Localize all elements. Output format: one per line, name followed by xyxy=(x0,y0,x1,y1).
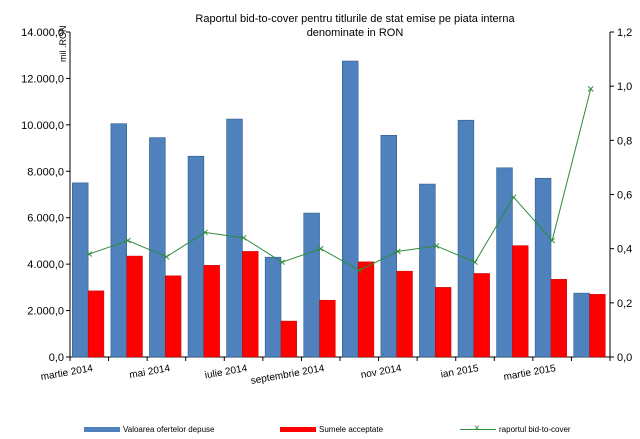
y2-tick-label: 0,8 xyxy=(617,135,632,147)
ratio-point xyxy=(86,251,93,257)
x-tick-label: ian 2015 xyxy=(440,363,480,381)
ratio-point xyxy=(433,243,440,249)
bar-offers xyxy=(187,155,205,358)
bar-accepted xyxy=(319,299,336,358)
title-line-0: Raportul bid-to-cover pentru titlurile d… xyxy=(195,13,515,25)
chart-title: Raportul bid-to-cover pentru titlurile d… xyxy=(195,13,515,39)
y-axis-right: 0,0 0,2 0,4 0,6 0,8 1,0 1,2 xyxy=(609,27,632,364)
ratio-point xyxy=(549,237,555,244)
legend-swatch-red xyxy=(280,427,316,432)
bar-offers xyxy=(573,292,590,358)
legend: Valoarea ofertelor depuse Sumele accepta… xyxy=(0,422,640,439)
y-tick-label: 2.000,0 xyxy=(27,306,64,318)
bar-offers xyxy=(419,183,436,358)
legend-item-ratio: raportul bid-to-cover xyxy=(460,422,571,436)
bar-accepted xyxy=(357,261,375,358)
y-tick-label: 0,0 xyxy=(49,352,64,364)
bar-offers xyxy=(342,60,359,358)
ratio-point xyxy=(163,253,170,260)
bar-accepted xyxy=(473,273,490,358)
bar-accepted xyxy=(550,279,568,358)
y-tick-label: 10.000,0 xyxy=(21,120,64,132)
x-tick-label: mai 2014 xyxy=(129,363,172,381)
y-tick-label: 8.000,0 xyxy=(27,166,64,178)
title-line-1: denominate in RON xyxy=(307,27,404,39)
y-axis-label: mil .RON xyxy=(58,26,68,63)
ratio-point xyxy=(356,267,363,274)
bar-accepted xyxy=(435,287,452,358)
bar-offers xyxy=(149,137,166,358)
ratio-point xyxy=(202,229,208,236)
bar-offers xyxy=(110,123,127,358)
y-axis-left: 0,0 2.000,0 4.000,0 6.000,0 8.000,0 10.000,0 1… xyxy=(21,27,71,364)
ratio-point xyxy=(125,237,131,244)
y-tick-label: 6.000,0 xyxy=(27,213,64,225)
x-axis: martie 2014 mai 2014 iulie 2014 septembrie … xyxy=(40,356,611,387)
bar-accepted xyxy=(203,265,220,358)
bar-accepted xyxy=(589,294,606,358)
bar-accepted xyxy=(165,275,182,358)
y2-tick-label: 1,2 xyxy=(617,27,632,39)
bar-accepted xyxy=(280,320,298,358)
bar-accepted xyxy=(242,251,259,358)
bar-offers xyxy=(457,119,475,358)
y2-tick-label: 0,6 xyxy=(617,190,632,202)
x-tick-label: septembrie 2014 xyxy=(250,363,326,387)
ratio-polyline xyxy=(89,88,592,271)
y2-tick-label: 0,0 xyxy=(617,352,632,364)
bar-accepted xyxy=(126,255,143,358)
ratio-point xyxy=(587,86,594,92)
y-tick-label: 12.000,0 xyxy=(21,73,64,85)
x-tick-label: iulie 2014 xyxy=(204,363,249,381)
y2-tick-label: 0,2 xyxy=(617,298,632,310)
y-tick-label: 4.000,0 xyxy=(27,259,64,271)
bar-offers xyxy=(226,118,243,358)
bar-offers xyxy=(496,167,513,358)
legend-item-accepted: Sumele acceptate xyxy=(280,425,383,434)
y-tick-label: 14.000,0 xyxy=(21,27,64,39)
bar-offers xyxy=(72,182,89,358)
x-tick-label: martie 2015 xyxy=(503,363,557,383)
bar-accepted xyxy=(396,270,413,358)
y2-tick-label: 0,4 xyxy=(617,244,632,256)
bars xyxy=(72,60,606,358)
bar-offers xyxy=(380,135,397,358)
bar-accepted xyxy=(512,245,529,358)
legend-label-ratio: raportul bid-to-cover xyxy=(499,425,571,434)
chart-svg: Raportul bid-to-cover pentru titlurile d… xyxy=(21,13,632,387)
legend-label-offers: Valoarea ofertelor depuse xyxy=(123,425,215,434)
ratio-point xyxy=(240,234,247,241)
legend-swatch-blue xyxy=(84,427,120,432)
y2-tick-label: 1,0 xyxy=(617,81,632,93)
legend-swatch-line xyxy=(460,422,496,436)
ratio-point xyxy=(510,194,517,201)
legend-item-offers: Valoarea ofertelor depuse xyxy=(84,425,214,434)
bar-offers xyxy=(303,212,320,358)
ratio-point xyxy=(317,245,324,252)
ratio-line xyxy=(86,86,594,274)
x-tick-label: martie 2014 xyxy=(40,363,94,383)
ratio-point xyxy=(279,259,285,266)
bar-offers xyxy=(534,177,552,358)
ratio-point xyxy=(472,259,478,266)
bar-offers xyxy=(264,256,282,358)
bar-accepted xyxy=(87,290,105,358)
legend-label-accepted: Sumele acceptate xyxy=(319,425,384,434)
x-tick-label: nov 2014 xyxy=(360,363,403,381)
ratio-point xyxy=(395,248,401,255)
